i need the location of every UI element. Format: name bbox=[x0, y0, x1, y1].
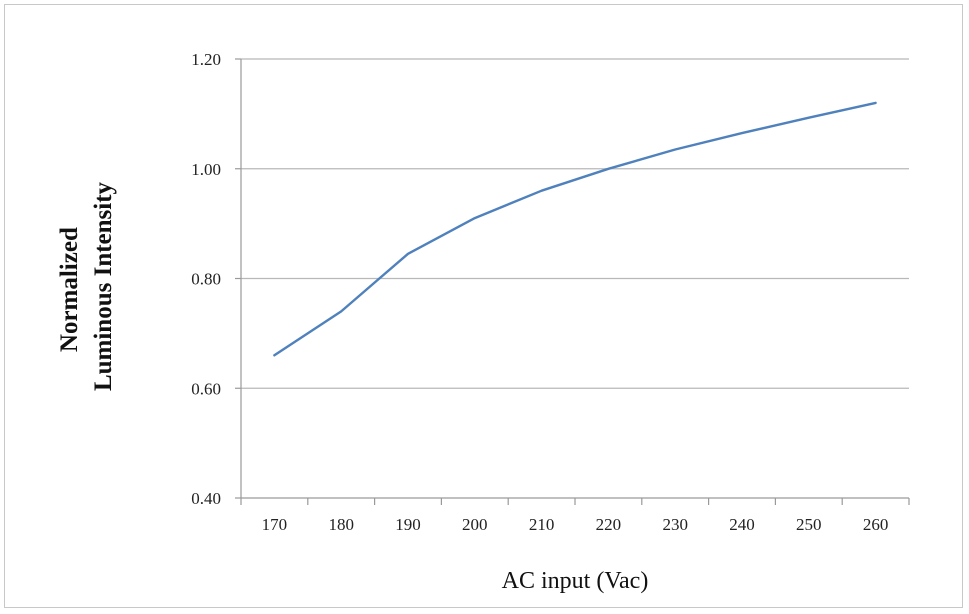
x-tick-label: 210 bbox=[529, 515, 555, 534]
x-tick-label: 230 bbox=[662, 515, 688, 534]
line-chart: 0.40 0.60 0.80 1.00 1.20 170 180 190 200 210 220 23… bbox=[56, 50, 910, 594]
x-tick-label: 220 bbox=[596, 515, 622, 534]
series-line bbox=[273, 101, 877, 357]
x-tick-label: 190 bbox=[395, 515, 421, 534]
y-axis-title-line-2: Luminous Intensity bbox=[90, 181, 117, 391]
y-tick-label: 1.20 bbox=[191, 50, 221, 69]
x-axis-title: AC input (Vac) bbox=[502, 568, 649, 594]
y-axis-title-line-1: Normalized bbox=[56, 227, 83, 352]
chart-frame: 0.40 0.60 0.80 1.00 1.20 170 180 190 200 210 220 23… bbox=[4, 4, 963, 608]
y-axis-title: Normalized Luminous Intensity bbox=[56, 181, 117, 391]
axes bbox=[235, 58, 910, 505]
y-tick-label: 0.40 bbox=[191, 489, 221, 508]
x-tick-label: 180 bbox=[328, 515, 354, 534]
x-tick-label: 250 bbox=[796, 515, 822, 534]
y-tick-label: 1.00 bbox=[191, 160, 221, 179]
x-tick-label: 170 bbox=[262, 515, 288, 534]
x-tick-label: 240 bbox=[729, 515, 755, 534]
y-tick-label: 0.80 bbox=[191, 270, 221, 289]
x-tick-label: 200 bbox=[462, 515, 488, 534]
gridlines bbox=[241, 58, 909, 389]
y-tick-label: 0.60 bbox=[191, 379, 221, 398]
x-tick-label: 260 bbox=[863, 515, 889, 534]
series-layer bbox=[273, 101, 877, 357]
tick-labels: 0.40 0.60 0.80 1.00 1.20 170 180 190 200 210 220 23… bbox=[191, 50, 888, 534]
